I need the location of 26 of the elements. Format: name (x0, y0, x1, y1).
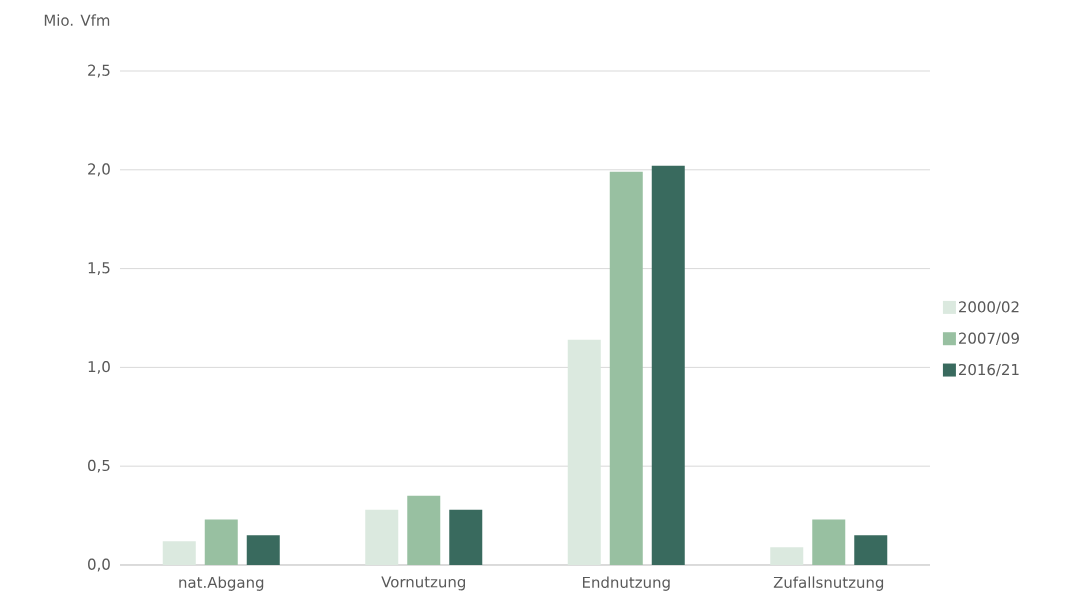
x-tick-label: nat.Abgang (179, 576, 264, 591)
bar (651, 165, 685, 565)
y-tick-label: 1,5 (88, 262, 110, 275)
x-tick-label: Vornutzung (381, 576, 465, 591)
bar (162, 541, 196, 565)
y-tick-label: 2,0 (88, 163, 110, 177)
bar (567, 339, 601, 565)
x-tick-label: Zufallsnutzung (773, 576, 884, 591)
y-tick-label: 0,5 (88, 459, 110, 473)
bar (609, 171, 643, 565)
legend-label: 2000/02 (959, 301, 1019, 314)
bar (770, 547, 804, 565)
legend-label: 2007/09 (959, 332, 1019, 346)
bar (854, 535, 888, 565)
bar (812, 519, 846, 565)
bar (449, 509, 483, 565)
y-tick-label: 1,0 (88, 360, 110, 374)
legend-label: 2016/21 (959, 363, 1019, 377)
bar (204, 519, 238, 565)
bar (407, 495, 441, 565)
bar (246, 535, 280, 565)
y-tick-label: 0,0 (88, 558, 110, 572)
y-tick-label: 2,5 (88, 64, 110, 78)
x-tick-label: Endnutzung (582, 576, 670, 591)
y-axis-title: Mio. Vfm (44, 14, 110, 26)
bar (365, 509, 399, 565)
